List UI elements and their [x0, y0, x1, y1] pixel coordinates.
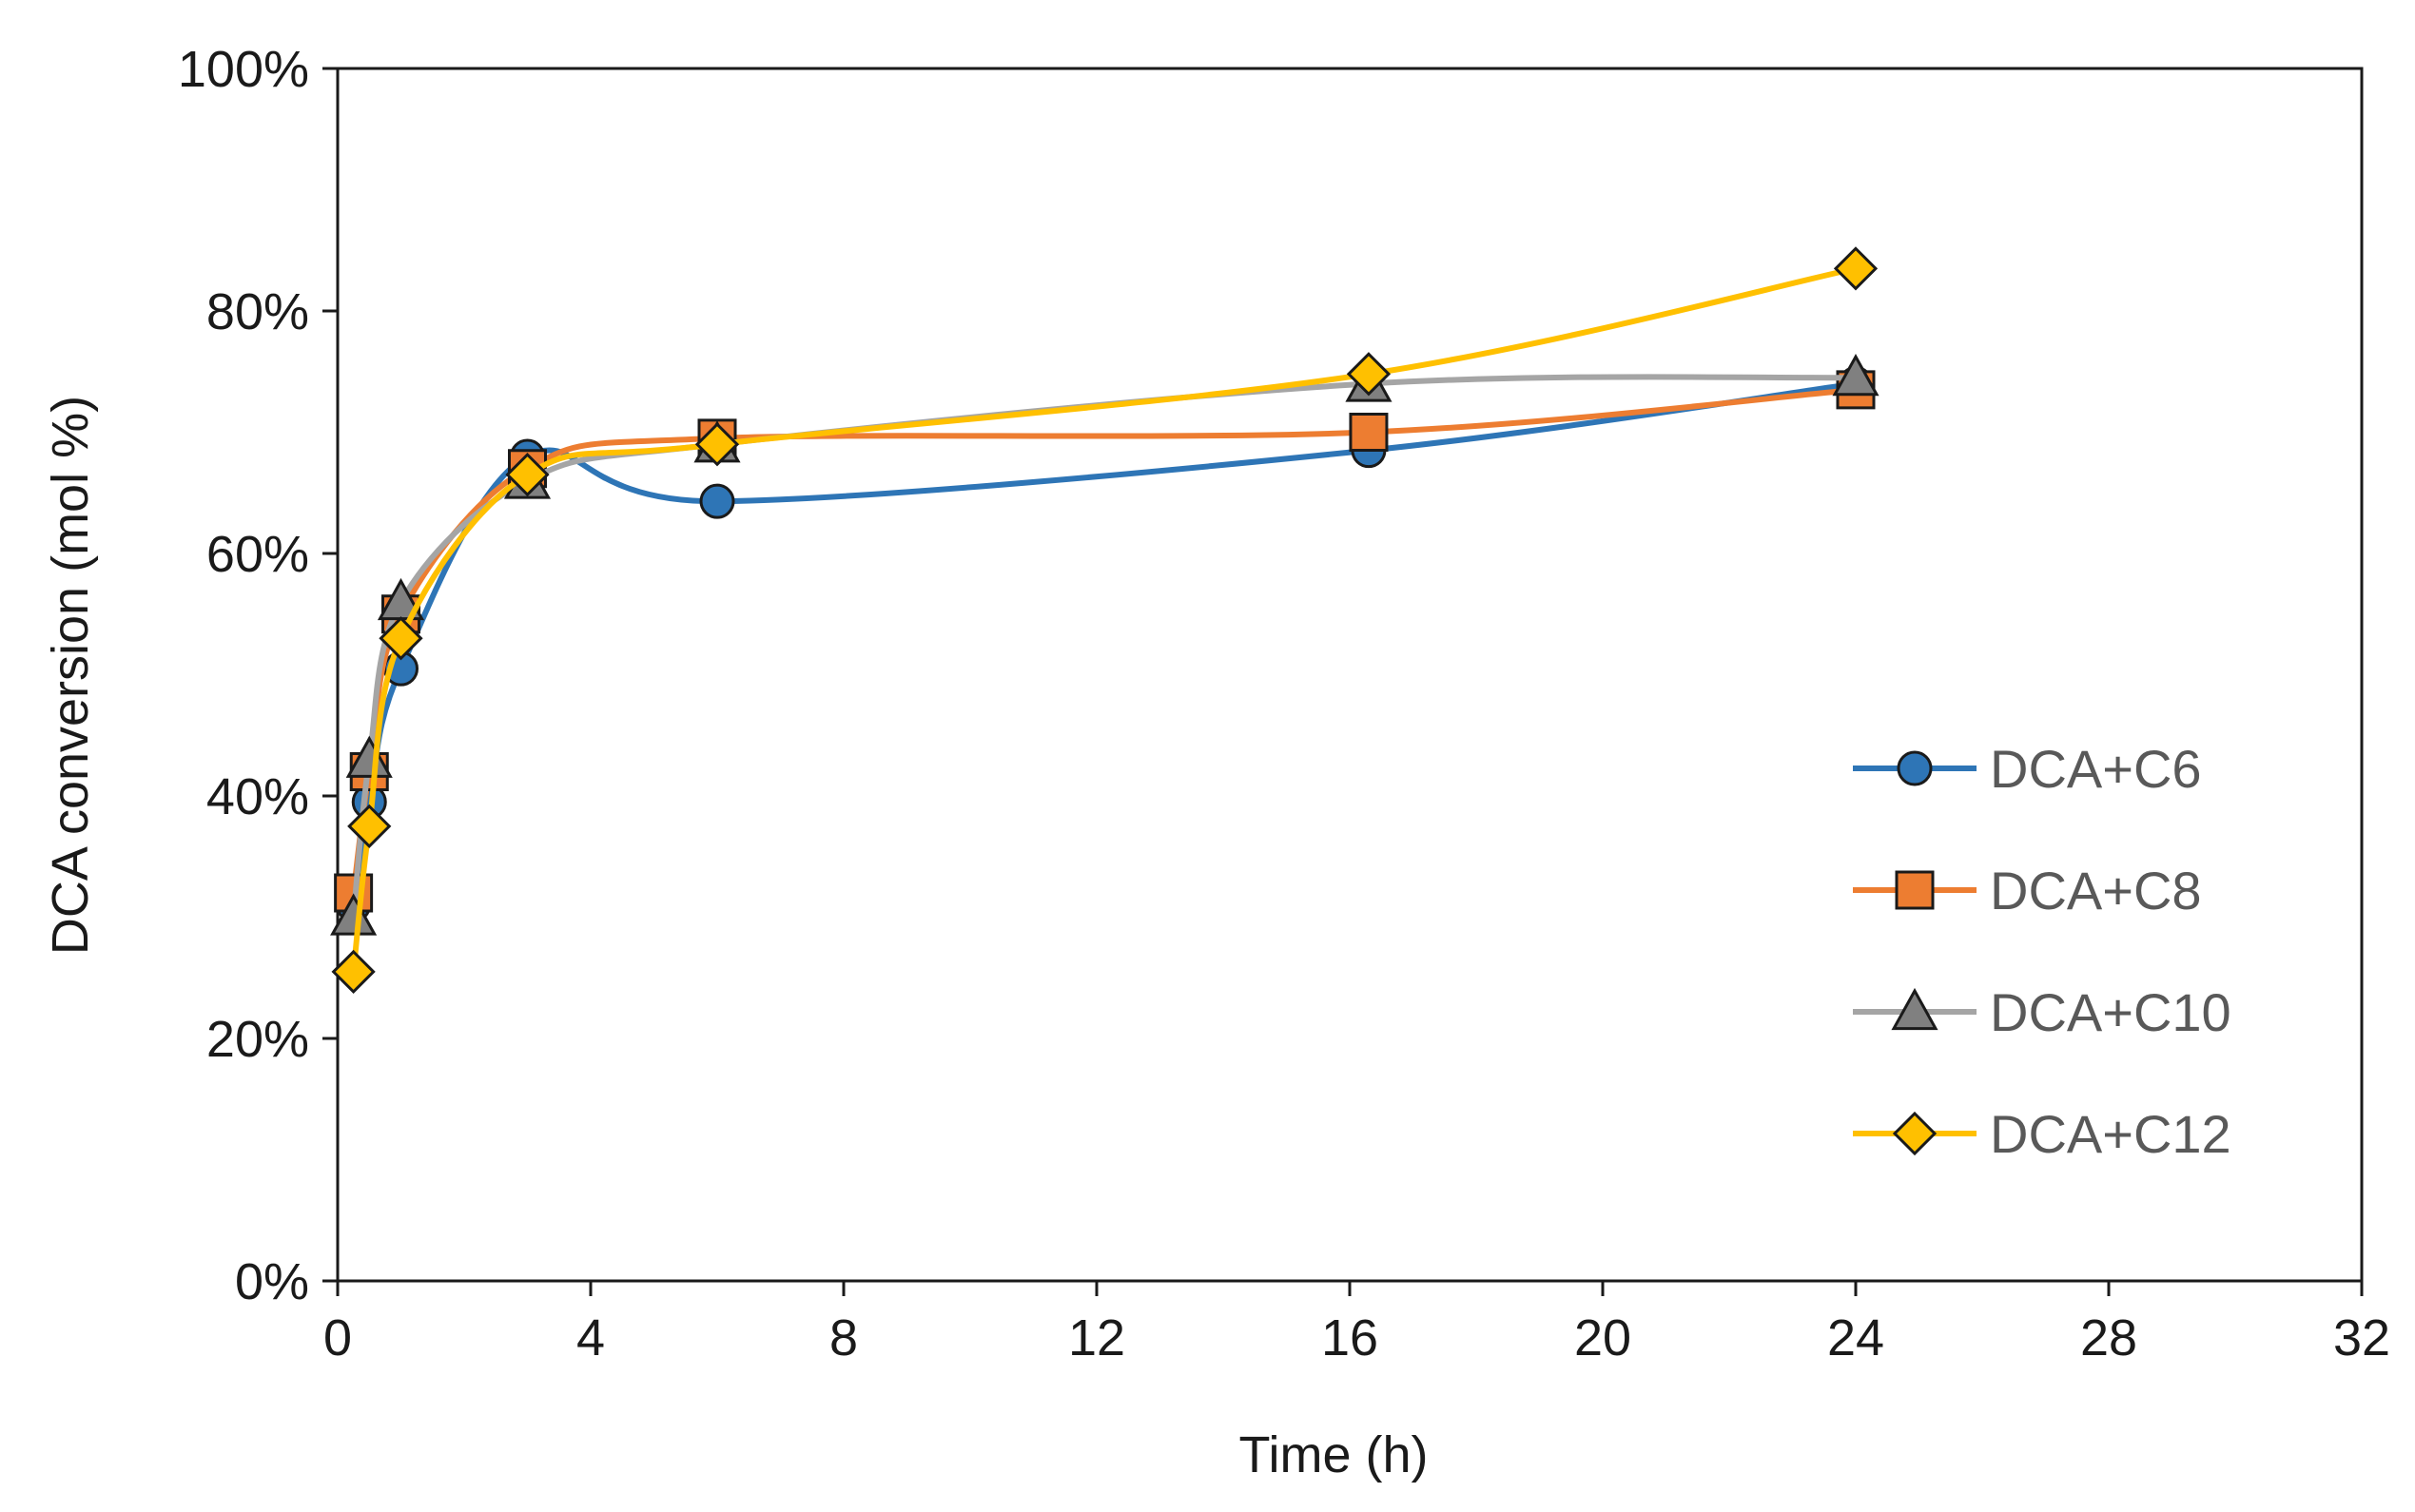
x-tick-label: 20	[1574, 1309, 1631, 1367]
series-line	[350, 265, 1859, 975]
legend-entry: DCA+C8	[1853, 861, 2202, 921]
data-point	[505, 453, 550, 497]
data-point	[331, 949, 376, 994]
y-axis-title: DCA conversion (mol %)	[42, 396, 99, 955]
legend-entry: DCA+C10	[1853, 982, 2231, 1042]
y-tick-label: 20%	[206, 1011, 309, 1068]
series-group	[330, 246, 1879, 994]
legend-label: DCA+C12	[1990, 1104, 2231, 1164]
x-tick-label: 16	[1321, 1309, 1378, 1367]
y-tick-label: 100%	[178, 41, 309, 98]
y-tick-label: 40%	[206, 768, 309, 825]
series-dca-c12	[331, 246, 1879, 994]
legend-entry: DCA+C6	[1853, 739, 2202, 799]
data-point	[699, 483, 735, 519]
data-point	[694, 422, 740, 467]
legend-label: DCA+C10	[1990, 982, 2231, 1042]
x-tick-label: 8	[829, 1309, 858, 1367]
data-point	[379, 616, 423, 661]
x-tick-label: 28	[2080, 1309, 2137, 1367]
data-point	[345, 735, 393, 778]
legend-label: DCA+C8	[1990, 861, 2202, 921]
data-point	[1833, 246, 1879, 291]
data-point	[347, 804, 392, 848]
x-axis-title: Time (h)	[1239, 1426, 1429, 1483]
legend-marker	[1897, 750, 1933, 786]
legend-entry: DCA+C12	[1853, 1104, 2231, 1164]
legend-label: DCA+C6	[1990, 739, 2202, 799]
data-point	[1832, 354, 1879, 397]
data-point	[1349, 413, 1389, 452]
y-tick-label: 80%	[206, 283, 309, 340]
axes: 0 4 8 12 16 20 24 28 32 0% 20% 40% 60% 80% 100%	[178, 41, 2390, 1367]
x-tick-label: 4	[576, 1309, 605, 1367]
legend-marker	[1895, 870, 1935, 910]
x-tick-label: 12	[1068, 1309, 1125, 1367]
legend-marker	[1891, 987, 1938, 1031]
legend-marker	[1892, 1111, 1938, 1156]
y-tick-label: 0%	[235, 1253, 309, 1310]
x-tick-label: 32	[2333, 1309, 2390, 1367]
y-tick-label: 60%	[206, 526, 309, 583]
x-tick-label: 24	[1827, 1309, 1884, 1367]
x-tick-label: 0	[323, 1309, 352, 1367]
data-point	[330, 893, 378, 936]
data-point	[1346, 352, 1392, 397]
legend: DCA+C6 DCA+C8 DCA+C10 DCA+C12	[1853, 739, 2231, 1164]
